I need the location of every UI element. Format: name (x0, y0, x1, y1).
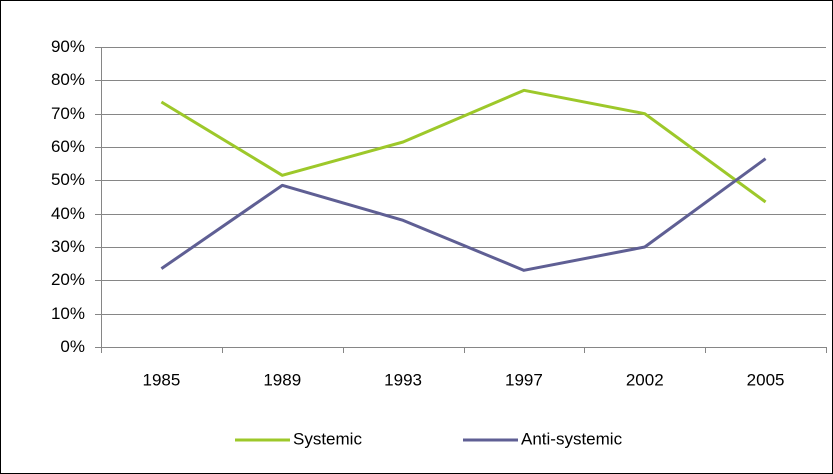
x-tick-label: 1993 (384, 370, 422, 389)
series-line (160, 157, 767, 272)
y-tick-label: 40% (51, 204, 85, 223)
series-line (160, 88, 767, 204)
y-tick-label: 60% (51, 137, 85, 156)
y-tick-label: 30% (51, 237, 85, 256)
y-tick-label: 80% (51, 70, 85, 89)
x-tick-label: 1997 (505, 370, 543, 389)
x-tick-label: 2002 (626, 370, 664, 389)
legend-label: Systemic (293, 429, 362, 448)
y-tick-label: 70% (51, 104, 85, 123)
legend-label: Anti-systemic (521, 429, 623, 448)
y-tick-label: 90% (51, 37, 85, 56)
y-tick-label: 10% (51, 304, 85, 323)
x-tick-label: 1989 (263, 370, 301, 389)
y-tick-label: 50% (51, 170, 85, 189)
x-tick-label: 2005 (747, 370, 785, 389)
y-tick-label: 20% (51, 270, 85, 289)
x-tick-label: 1985 (143, 370, 181, 389)
y-tick-label: 0% (60, 337, 85, 356)
